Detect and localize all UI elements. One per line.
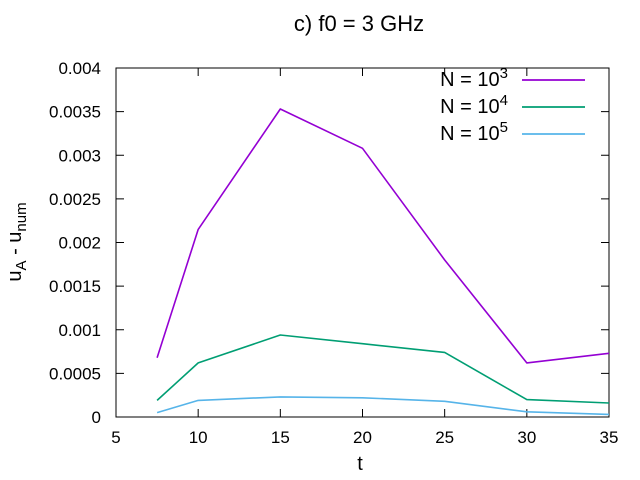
y-tick-label: 0.004 (58, 59, 101, 78)
x-tick-label: 20 (353, 428, 372, 447)
series-line-1 (156, 108, 610, 364)
plot-frame (115, 67, 610, 418)
y-tick-label: 0.003 (58, 146, 101, 165)
x-tick-label: 30 (517, 428, 536, 447)
y-axis-label-sub2: num (13, 202, 30, 231)
x-axis-label: t (357, 453, 363, 475)
x-tick-label: 25 (435, 428, 454, 447)
legend-label-2: N = 104 (440, 92, 508, 118)
y-tick-label: 0.0005 (49, 364, 101, 383)
series-line-2 (156, 334, 610, 404)
legend-label-3: N = 105 (440, 119, 508, 145)
y-axis: 0 0.0005 0.001 0.0015 0.002 0.0025 0.003 0.0035… (49, 59, 609, 427)
x-axis: 5 10 15 20 25 30 35 (111, 68, 618, 447)
legend-label-1: N = 103 (440, 65, 508, 91)
x-tick-label: 5 (111, 428, 120, 447)
y-axis-label-sub1: A (13, 260, 30, 270)
y-tick-label: 0.002 (58, 234, 101, 253)
y-axis-label-main: u (4, 270, 26, 281)
y-tick-label: 0.0015 (49, 277, 101, 296)
y-tick-label: 0 (92, 408, 101, 427)
y-tick-label: 0.001 (58, 321, 101, 340)
series-line-3 (156, 396, 610, 416)
y-tick-label: 0.0035 (49, 103, 101, 122)
x-tick-label: 15 (271, 428, 290, 447)
y-axis-label-mid: - u (4, 232, 26, 261)
y-tick-label: 0.0025 (49, 190, 101, 209)
series-lines (156, 108, 610, 416)
chart-title: c) f0 = 3 GHz (294, 11, 424, 36)
y-axis-label: uA - unum (4, 202, 30, 281)
x-tick-label: 10 (189, 428, 208, 447)
x-tick-label: 35 (600, 428, 619, 447)
